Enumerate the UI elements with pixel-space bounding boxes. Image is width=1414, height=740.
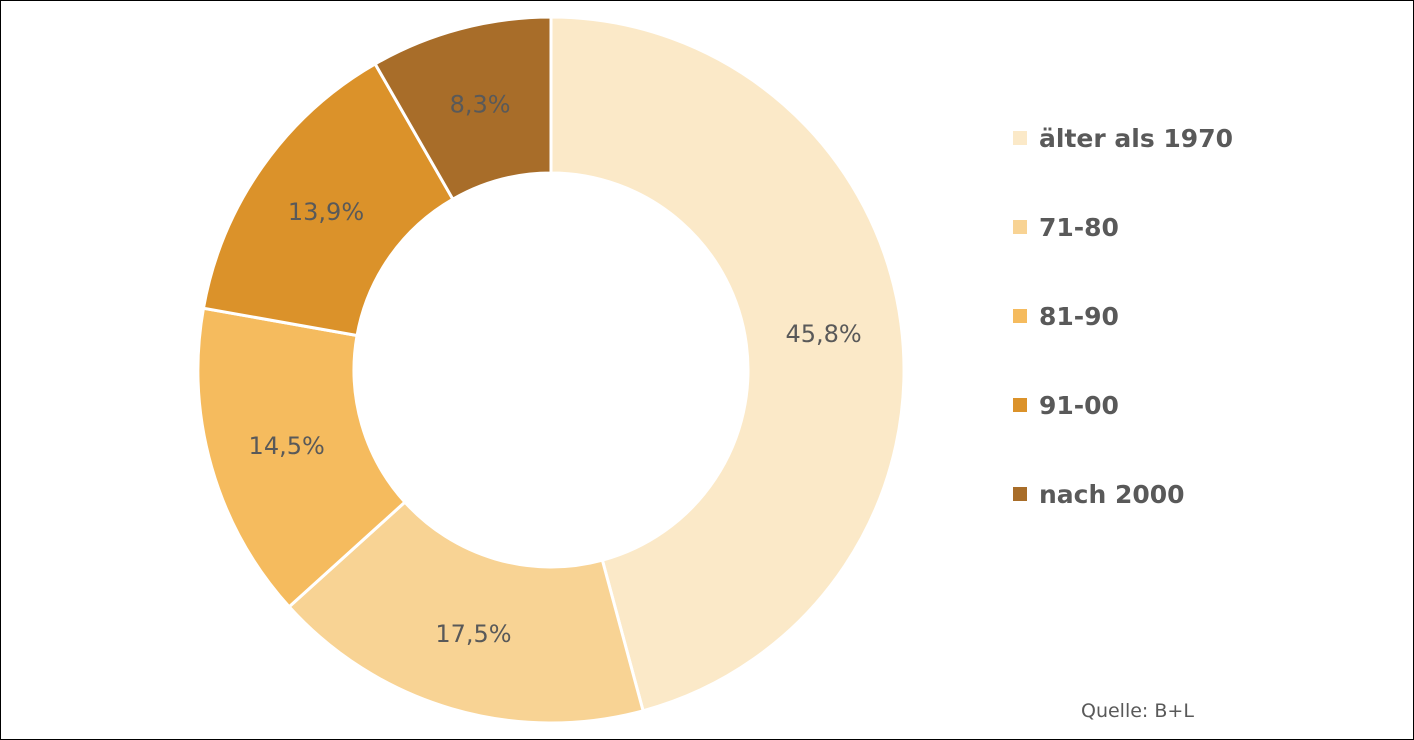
slice-value-label: 8,3%	[450, 90, 511, 118]
slice-value-label: 14,5%	[249, 432, 325, 460]
legend-item: 71-80	[1013, 207, 1119, 247]
legend-swatch	[1013, 220, 1027, 234]
legend-swatch	[1013, 131, 1027, 145]
legend-item: älter als 1970	[1013, 118, 1233, 158]
slice-value-label: 17,5%	[435, 620, 511, 648]
slice-value-label: 45,8%	[785, 320, 861, 348]
legend-swatch	[1013, 309, 1027, 323]
donut-slice	[201, 61, 455, 338]
donut-slice	[373, 15, 553, 202]
legend-swatch	[1013, 487, 1027, 501]
legend-label: 91-00	[1039, 390, 1119, 420]
legend-item: nach 2000	[1013, 474, 1185, 514]
legend-item: 91-00	[1013, 385, 1119, 425]
donut-slice	[287, 500, 645, 725]
slice-value-label: 13,9%	[288, 198, 364, 226]
legend-item: 81-90	[1013, 296, 1119, 336]
legend-label: 81-90	[1039, 301, 1119, 331]
legend-swatch	[1013, 398, 1027, 412]
source-note: Quelle: B+L	[1081, 700, 1194, 722]
legend-label: älter als 1970	[1039, 123, 1233, 153]
legend-label: 71-80	[1039, 212, 1119, 242]
legend-label: nach 2000	[1039, 479, 1185, 509]
donut-slice	[196, 306, 407, 609]
donut-slice	[549, 15, 906, 713]
